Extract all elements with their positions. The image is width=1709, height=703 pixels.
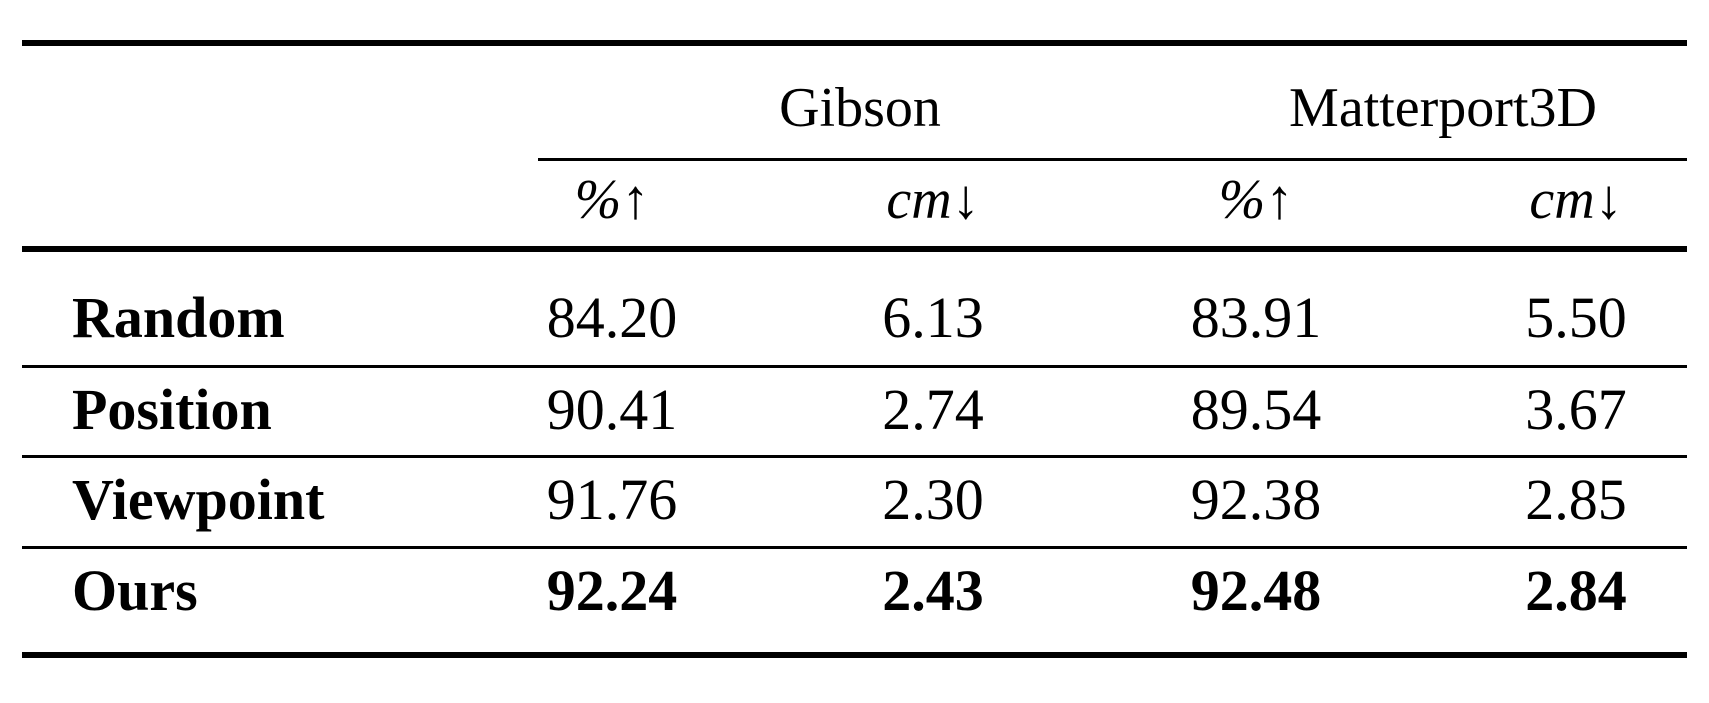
metric-header-gibson-cm: cm↓ — [886, 172, 979, 228]
table-cell: 6.13 — [882, 285, 984, 350]
table-cell: 92.24 — [546, 558, 678, 623]
table-cell: 3.67 — [1525, 377, 1627, 442]
header-rule — [22, 246, 1687, 252]
table-cell: 90.41 — [546, 377, 678, 442]
table-cell: 92.48 — [1190, 558, 1322, 623]
metric-unit: cm — [886, 169, 952, 231]
table-cell: 5.50 — [1525, 285, 1627, 350]
metric-unit: % — [1218, 169, 1266, 231]
table-cell: 84.20 — [546, 285, 678, 350]
metric-header-gibson-percent: %↑ — [575, 172, 650, 228]
table-cell: 2.30 — [882, 467, 984, 532]
row-label: Viewpoint — [72, 467, 325, 532]
metric-unit: cm — [1529, 169, 1595, 231]
row-divider — [22, 365, 1687, 368]
table-cell: 2.84 — [1525, 558, 1627, 623]
bottom-rule — [22, 652, 1687, 658]
row-label: Position — [72, 377, 272, 442]
metric-header-matterport-percent: %↑ — [1219, 172, 1294, 228]
arrow-down-icon: ↓ — [951, 169, 980, 231]
row-divider — [22, 455, 1687, 458]
table-cell: 2.43 — [882, 558, 984, 623]
table-cell: 89.54 — [1190, 377, 1322, 442]
group-rule — [538, 158, 1687, 161]
arrow-down-icon: ↓ — [1594, 169, 1623, 231]
table-cell: 92.38 — [1190, 467, 1322, 532]
table-cell: 2.74 — [882, 377, 984, 442]
row-label: Random — [72, 285, 285, 350]
metric-header-matterport-cm: cm↓ — [1529, 172, 1622, 228]
table-cell: 83.91 — [1190, 285, 1322, 350]
table-cell: 91.76 — [546, 467, 678, 532]
row-label: Ours — [72, 558, 198, 623]
top-rule — [22, 40, 1687, 46]
arrow-up-icon: ↑ — [621, 169, 650, 231]
table-cell: 2.85 — [1525, 467, 1627, 532]
metric-unit: % — [574, 169, 622, 231]
group-header-matterport3d: Matterport3D — [1289, 77, 1597, 139]
arrow-up-icon: ↑ — [1265, 169, 1294, 231]
row-divider — [22, 546, 1687, 549]
group-header-gibson: Gibson — [779, 77, 941, 139]
